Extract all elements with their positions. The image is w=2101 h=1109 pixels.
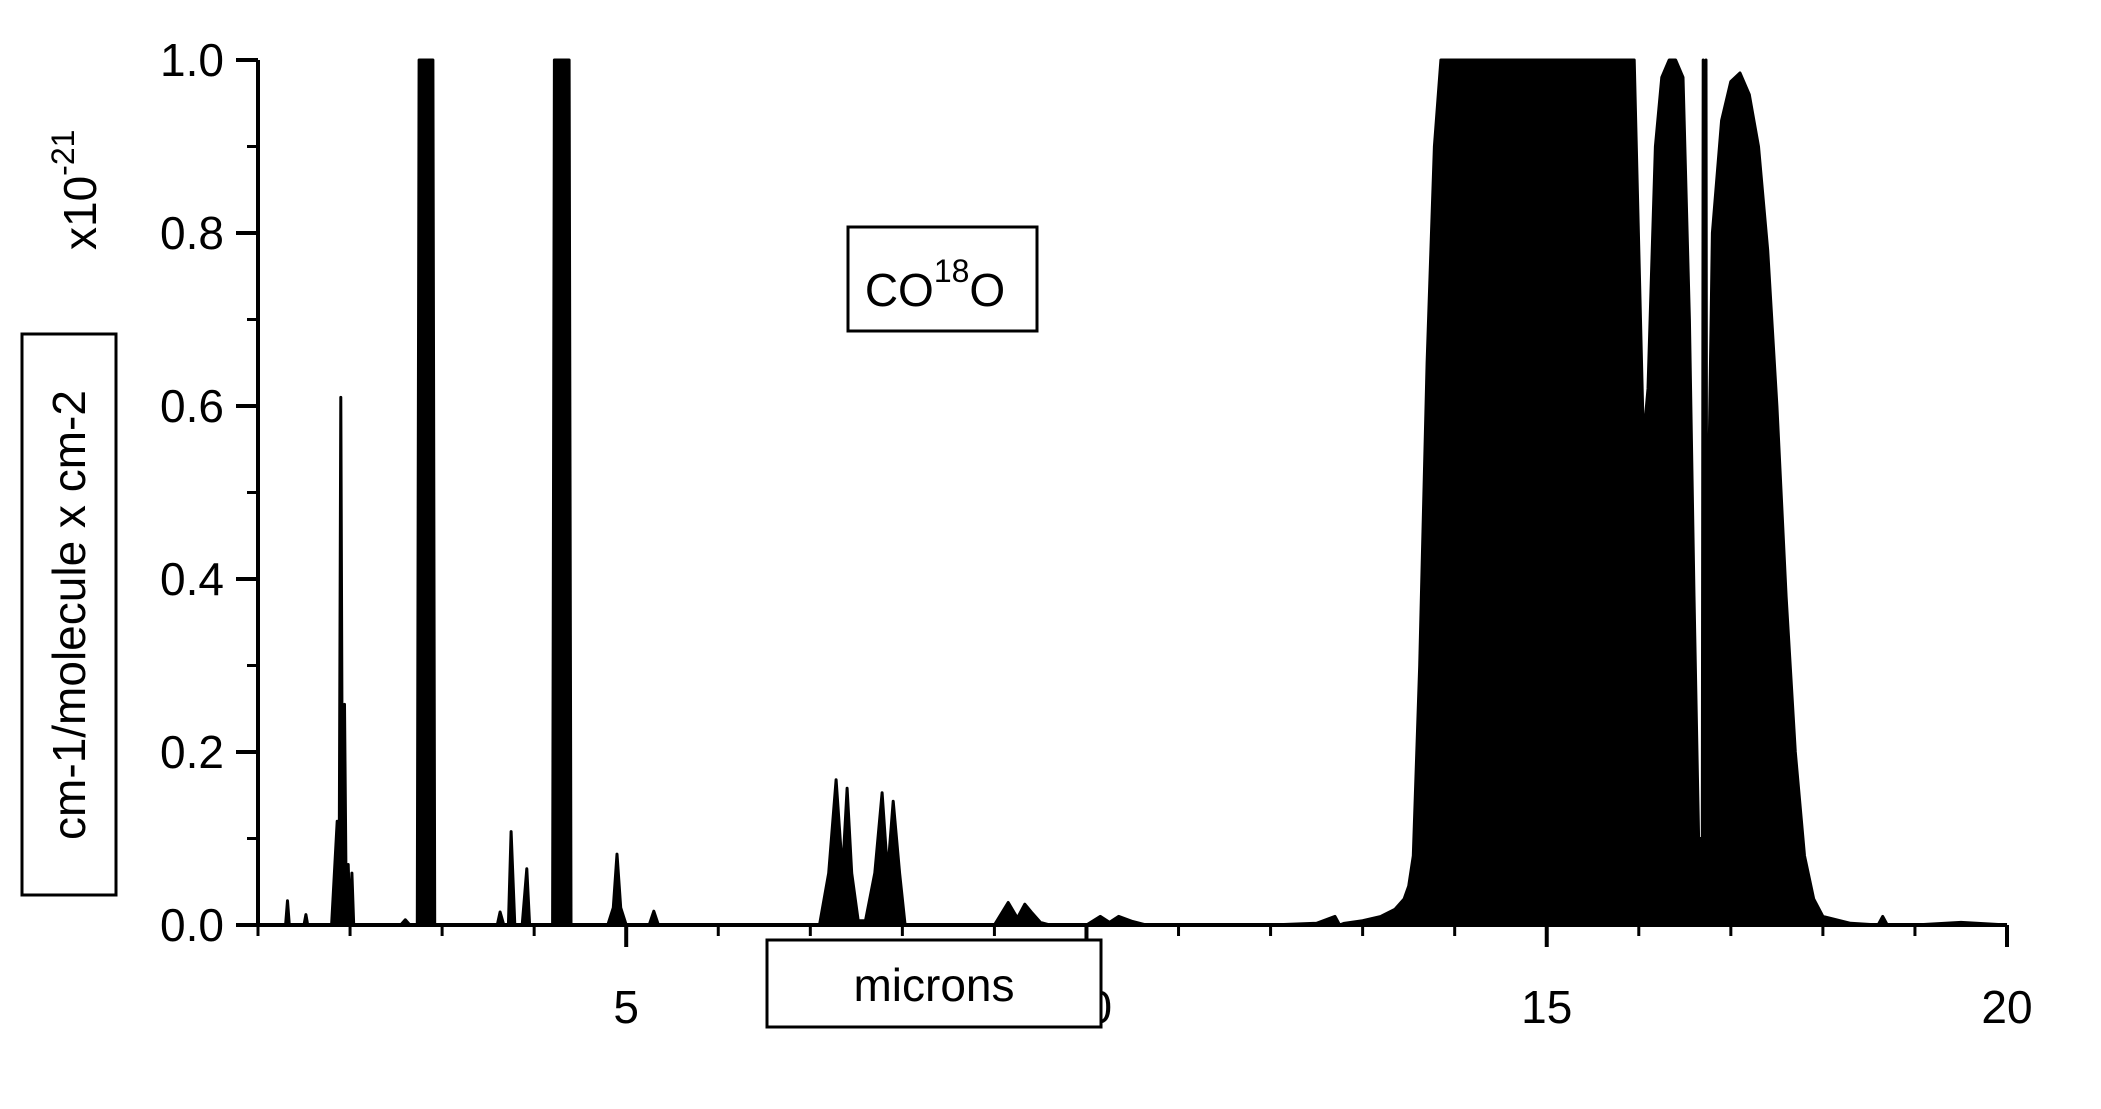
y-multiplier-exponent: -21 [45, 130, 81, 176]
axes: 0.00.20.40.60.81.05101520micronscm-1/mol… [20, 34, 2033, 1033]
y-multiplier: x10-21 [45, 130, 106, 250]
x-axis-label-box [765, 938, 1103, 1029]
x-tick-label: 20 [1981, 981, 2032, 1033]
y-tick-label: 0.6 [160, 380, 224, 432]
y-axis-label: cm-1/molecule x cm-2 [43, 390, 95, 840]
molecule-label-main: CO [865, 264, 934, 316]
molecule-label-tail: O [969, 264, 1005, 316]
y-tick-label: 0.8 [160, 207, 224, 259]
y-multiplier-base: x10 [54, 176, 106, 250]
molecule-label-superscript: 18 [934, 253, 970, 289]
y-tick-label: 1.0 [160, 34, 224, 86]
annotation: CO18O [846, 225, 1039, 333]
molecule-label-box [846, 225, 1039, 333]
molecule-label: CO18O [865, 253, 1005, 316]
y-tick-label: 0.4 [160, 553, 224, 605]
y-tick-label: 0.0 [160, 899, 224, 951]
x-tick-label: 5 [613, 981, 639, 1033]
series-area-0 [267, 60, 2008, 925]
x-tick-label: 15 [1521, 981, 1572, 1033]
plot-area [267, 58, 2008, 927]
y-tick-label: 0.2 [160, 726, 224, 778]
y-axis-label-box [20, 332, 118, 897]
x-axis-label: microns [853, 959, 1014, 1011]
